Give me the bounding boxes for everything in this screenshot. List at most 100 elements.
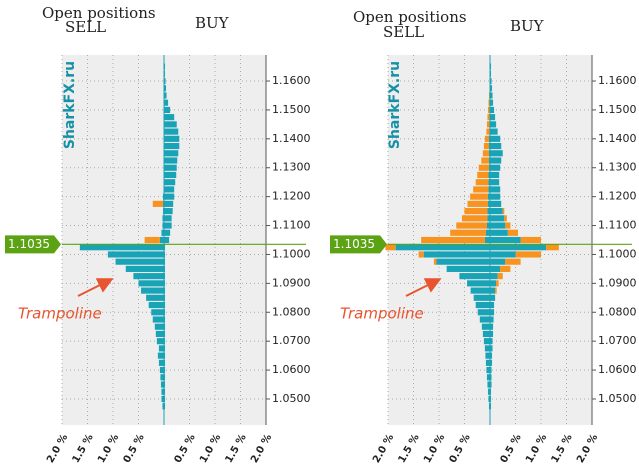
bar [488, 92, 490, 99]
bar [488, 157, 490, 164]
bar [152, 316, 164, 323]
bar [488, 150, 490, 157]
bar [490, 215, 505, 222]
bar [475, 179, 489, 186]
bar [487, 208, 490, 215]
bar [385, 244, 396, 251]
bar [487, 106, 490, 113]
bar [488, 403, 490, 410]
y-tick-label: 1.0700 [272, 334, 311, 347]
bar [79, 244, 164, 251]
y-tick-label: 1.1600 [598, 74, 637, 87]
bar [505, 222, 511, 229]
bar [144, 236, 160, 244]
bar [164, 106, 171, 113]
x-tick-label: 2.0 % [45, 433, 70, 466]
bar [146, 294, 164, 301]
bar [495, 287, 497, 294]
bar [488, 135, 490, 142]
bar [473, 186, 489, 193]
bar [164, 316, 166, 323]
bar [164, 403, 166, 410]
bar [490, 403, 492, 410]
bar [475, 301, 490, 309]
bar [459, 273, 490, 280]
bar [490, 388, 492, 395]
bar [486, 367, 490, 374]
bar [115, 258, 164, 265]
y-tick-label: 1.1100 [272, 219, 311, 232]
bar [477, 309, 490, 316]
bar [467, 280, 490, 287]
bar [490, 171, 500, 179]
y-tick-label: 1.0800 [272, 305, 311, 318]
bar [490, 352, 493, 359]
bar [467, 200, 488, 207]
bar [164, 229, 171, 236]
bar [490, 374, 492, 381]
bar [164, 193, 175, 200]
bar [164, 323, 166, 330]
bar [162, 208, 164, 215]
x-tick-label: 0.5 % [173, 433, 198, 466]
bar [164, 164, 177, 171]
bar [490, 345, 493, 352]
bar [546, 244, 559, 251]
bar [487, 215, 490, 222]
bar [125, 265, 164, 272]
bar [164, 135, 180, 142]
bar [490, 92, 493, 99]
bar [162, 222, 164, 229]
bar [421, 236, 485, 244]
bar [483, 142, 489, 150]
bar [490, 99, 494, 106]
bar [164, 215, 172, 222]
bar [160, 374, 164, 381]
bar [164, 157, 178, 164]
bar [154, 323, 164, 330]
bar [490, 236, 521, 244]
bar [164, 77, 166, 85]
y-tick-label: 1.1500 [272, 103, 311, 116]
bar [490, 179, 500, 186]
bar [164, 92, 167, 99]
bar [164, 121, 177, 128]
y-tick-label: 1.0600 [598, 363, 637, 376]
bar [164, 70, 166, 77]
bar [164, 309, 166, 316]
annotation: Trampoline [340, 305, 424, 323]
x-tick-label: 2.0 % [371, 433, 396, 466]
bar [159, 367, 164, 374]
bar [164, 63, 166, 70]
annotation-arrow [405, 278, 442, 297]
bar [504, 215, 507, 222]
bar [490, 395, 492, 403]
bar [490, 287, 496, 294]
bar [470, 193, 488, 200]
bar [484, 135, 489, 142]
bar [479, 316, 490, 323]
bar [484, 345, 490, 352]
bar [148, 301, 164, 309]
annotation-arrow [77, 278, 114, 297]
bar [490, 367, 492, 374]
bar [490, 229, 508, 236]
bar [433, 258, 437, 265]
chart-title: Open positions [42, 4, 156, 22]
bar [164, 388, 166, 395]
price-label: 1.1035 [8, 237, 50, 251]
bar [164, 186, 175, 193]
bar [164, 200, 174, 207]
bar [164, 236, 170, 244]
bar [155, 330, 164, 338]
bar [490, 316, 494, 323]
bar [478, 164, 489, 171]
bar [490, 251, 516, 258]
y-tick-label: 1.1500 [598, 103, 637, 116]
x-tick-label: 1.0 % [198, 433, 223, 466]
bar [162, 403, 164, 410]
bar [496, 280, 499, 287]
bar [395, 244, 490, 251]
y-tick-label: 1.0900 [272, 276, 311, 289]
